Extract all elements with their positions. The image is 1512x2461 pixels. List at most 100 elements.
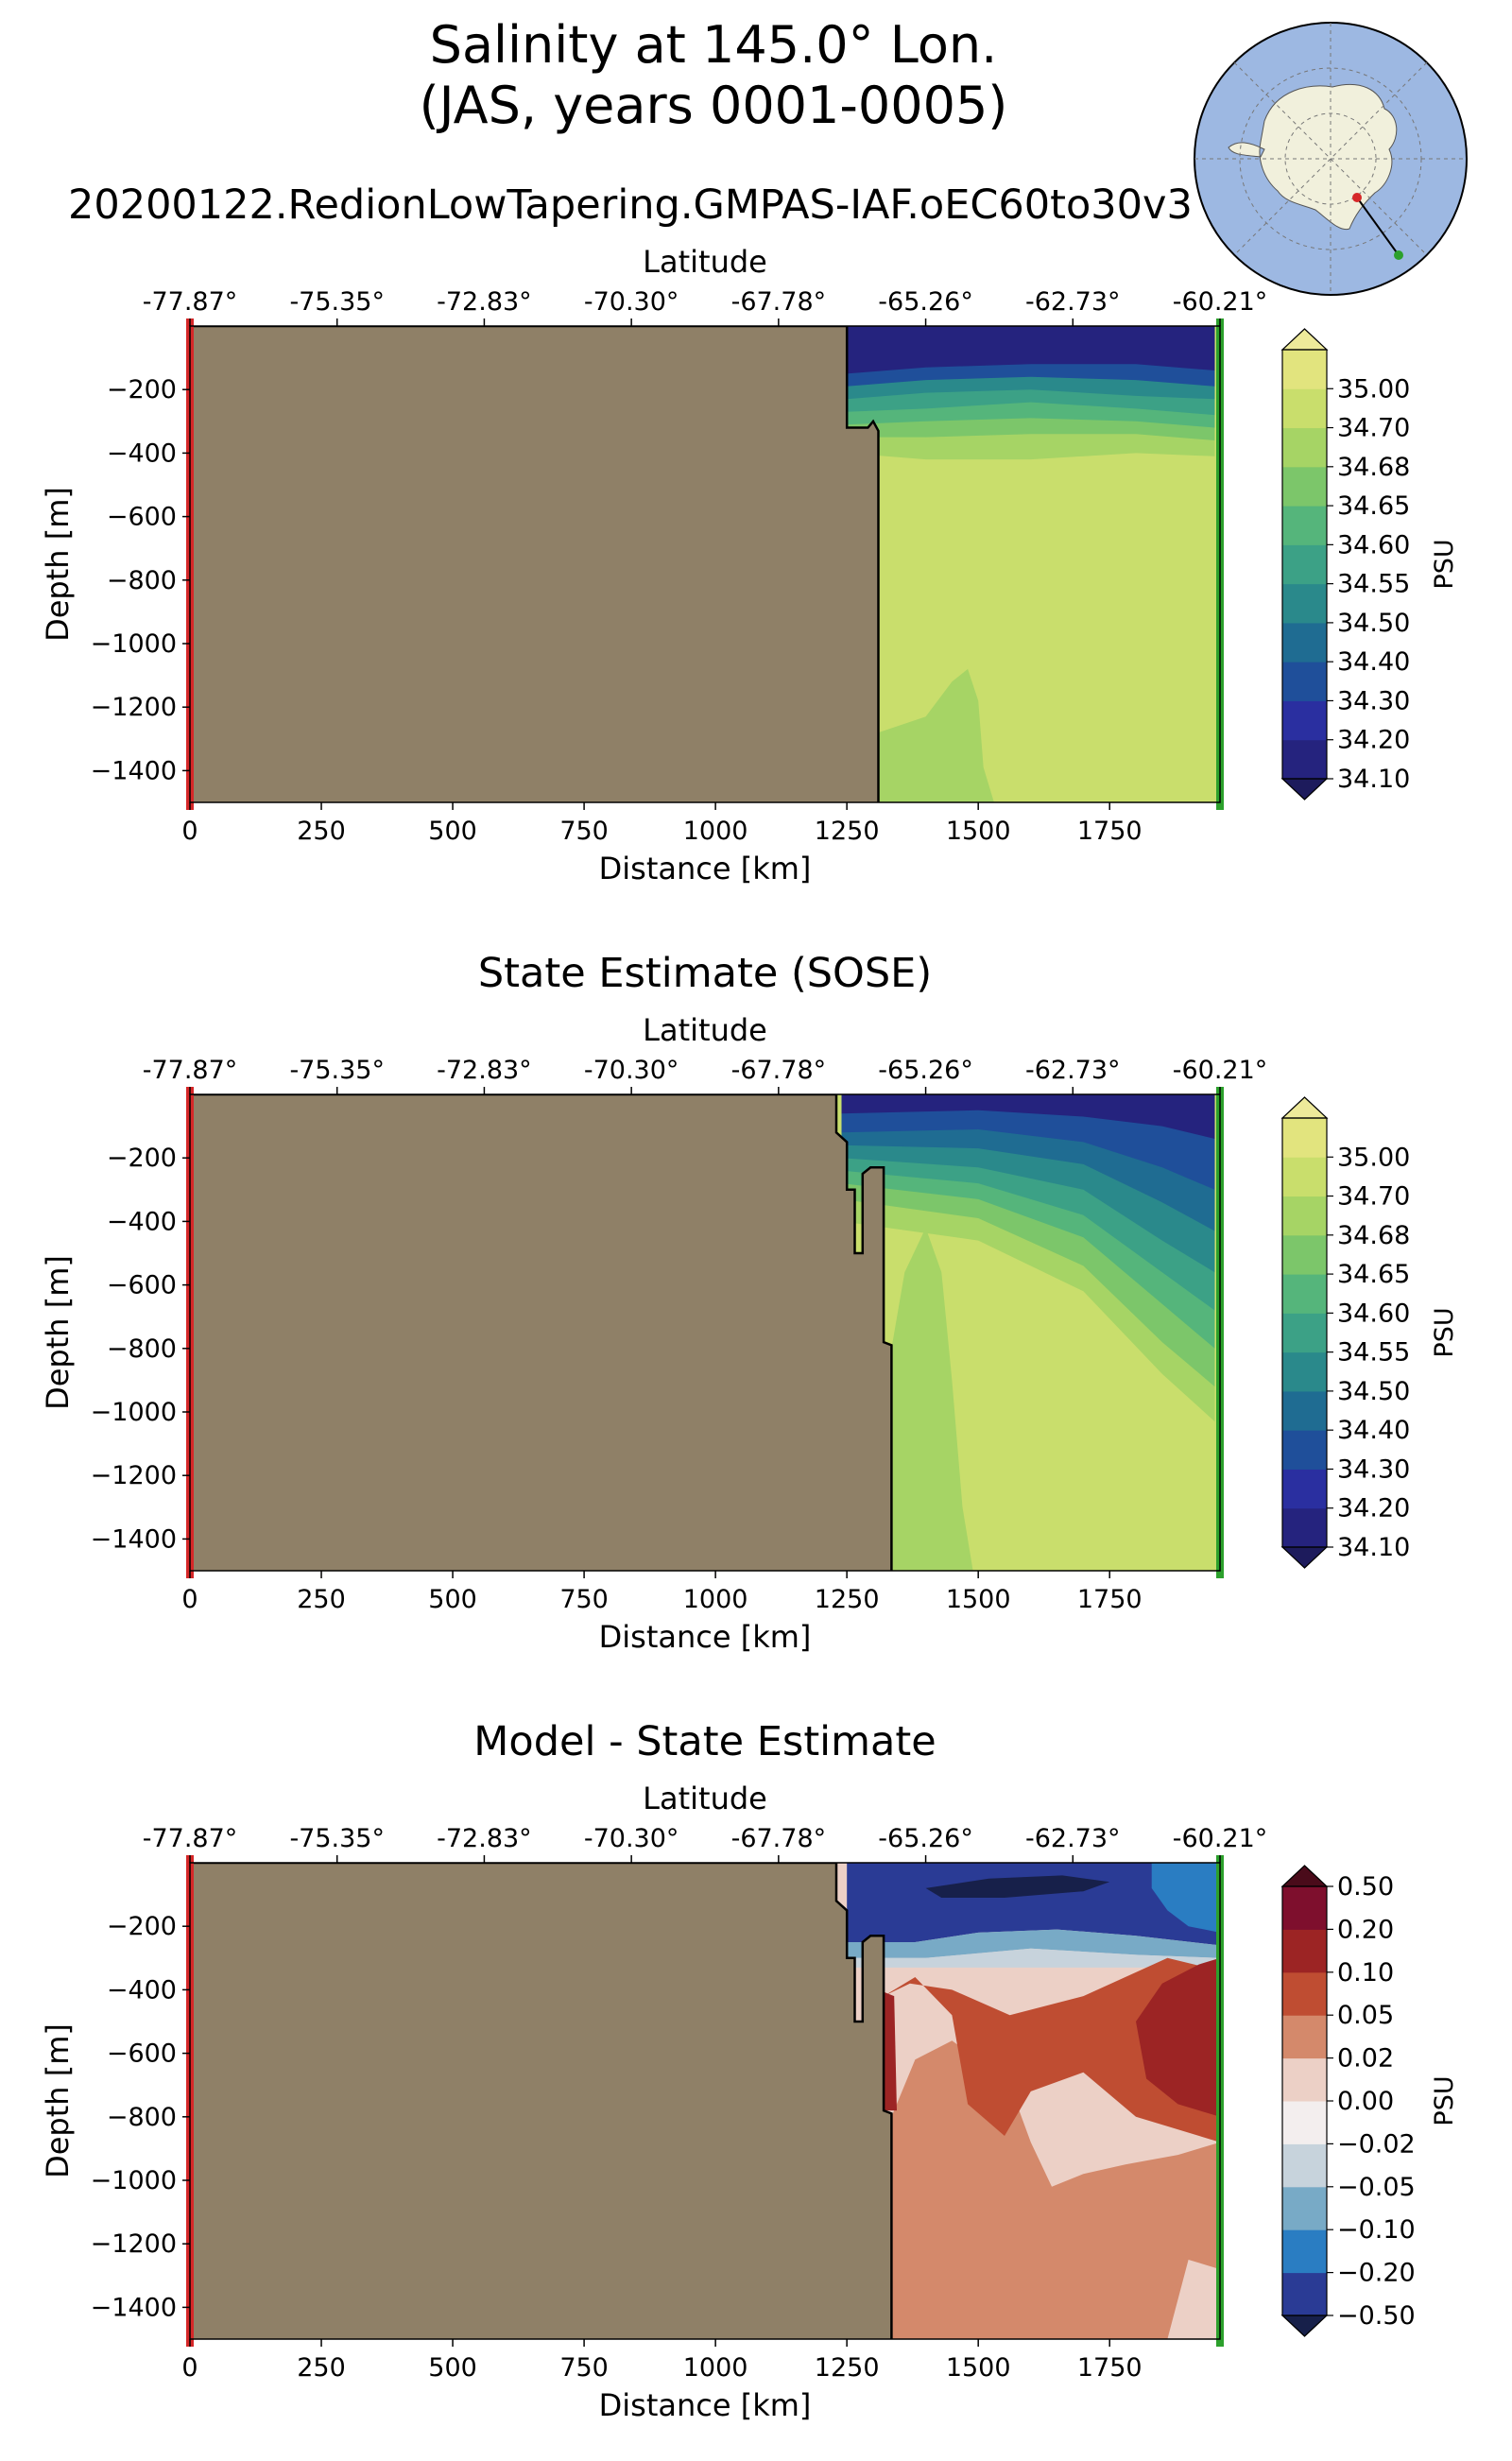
antarctica-landmass — [1228, 83, 1398, 231]
lat-tick-label: -77.87° — [143, 287, 238, 317]
lat-tick-label: -70.30° — [584, 287, 679, 317]
x-tick-label: 1500 — [946, 817, 1011, 846]
x-tick-label: 1000 — [683, 1585, 748, 1614]
y-tick-label: −600 — [107, 2039, 177, 2069]
lat-tick-label: -70.30° — [584, 1824, 679, 1853]
y-axis-label: Depth [m] — [40, 2023, 76, 2178]
y-tick-label: −1400 — [91, 1524, 177, 1554]
bathymetry-line — [190, 1094, 893, 1571]
contour-fill — [1136, 1957, 1220, 2117]
colorbar-swatch — [1282, 1118, 1327, 1158]
colorbar-tick-label: 34.50 — [1337, 1377, 1410, 1406]
lat-tick-label: -67.78° — [731, 1056, 827, 1085]
colorbar-tick-label: 34.55 — [1337, 570, 1410, 599]
top-axis-label: Latitude — [643, 1012, 767, 1048]
colorbar-tick-label: 34.60 — [1337, 1299, 1410, 1328]
colorbar-tick-label: 34.60 — [1337, 530, 1410, 559]
colorbar-swatch — [1282, 506, 1327, 545]
colorbar-swatch — [1282, 2272, 1327, 2316]
colorbar: 34.10 34.20 34.30 34.40 34.50 34.55 34.60 34.65… — [1280, 328, 1459, 800]
colorbar-swatch — [1282, 350, 1327, 389]
colorbar-swatch — [1282, 1430, 1327, 1470]
contour-core — [925, 1875, 1110, 1898]
lat-tick-label: -75.35° — [289, 1824, 385, 1853]
salinity-field — [190, 326, 1220, 802]
colorbar-under-arrow — [1280, 2315, 1329, 2337]
lat-tick-label: -77.87° — [143, 1056, 238, 1085]
salinity-field — [190, 1094, 1220, 1571]
contour-band — [847, 326, 1215, 374]
colorbar-frame — [1281, 1117, 1328, 1548]
colorbar-tick-label: 0.05 — [1337, 2001, 1394, 2030]
contour-plume — [878, 668, 994, 802]
colorbar-swatch — [1282, 2057, 1327, 2102]
lat-tick-label: -75.35° — [289, 1056, 385, 1085]
section-end-marker — [1394, 250, 1403, 260]
x-tick-label: 500 — [428, 817, 477, 846]
plot-frame — [189, 325, 1221, 803]
colorbar-swatch — [1282, 427, 1327, 468]
x-tick-label: 1000 — [683, 817, 748, 846]
x-tick-label: 1250 — [815, 1585, 880, 1614]
top-axis-label: Latitude — [643, 244, 767, 280]
x-tick-label: 1250 — [815, 2353, 880, 2383]
colorbar-swatch — [1282, 583, 1327, 624]
contour-fill — [1151, 1863, 1220, 1933]
colorbar-frame — [1281, 349, 1328, 780]
x-tick-label: 750 — [559, 1585, 609, 1614]
colorbar-swatch — [1282, 662, 1327, 701]
colorbar-under-arrow — [1280, 1546, 1329, 1569]
colorbar-swatch — [1282, 2143, 1327, 2188]
figure-title: Salinity at 145.0° Lon. — [430, 15, 998, 75]
y-tick-label: −1000 — [91, 1398, 177, 1427]
x-tick-label: 0 — [181, 817, 198, 846]
lat-tick-label: -62.73° — [1025, 1056, 1121, 1085]
x-tick-label: 500 — [428, 2353, 477, 2383]
lat-tick-label: -60.21° — [1173, 1824, 1268, 1853]
lat-tick-label: -65.26° — [878, 287, 973, 317]
x-tick-label: 1250 — [815, 817, 880, 846]
colorbar-swatch — [1282, 1196, 1327, 1236]
plot-frame — [189, 1093, 1221, 1572]
colorbar-tick-label: 34.68 — [1337, 1221, 1410, 1250]
colorbar-swatch — [1282, 700, 1327, 741]
panel-sose: State Estimate (SOSE) 0 250 500 750 1000 1250 1… — [40, 950, 1459, 1655]
colorbar-swatch — [1282, 2186, 1327, 2230]
plot-frame — [189, 1862, 1221, 2340]
lat-tick-label: -75.35° — [289, 287, 385, 317]
y-tick-label: −800 — [107, 1334, 177, 1364]
x-tick-label: 250 — [297, 817, 346, 846]
top-axis-label: Latitude — [643, 1781, 767, 1816]
contour-fill — [847, 1863, 1220, 1946]
y-axis-label: Depth [m] — [40, 1255, 76, 1410]
x-axis-label: Distance [km] — [599, 2387, 812, 2423]
lat-tick-label: -65.26° — [878, 1056, 973, 1085]
colorbar-label: PSU — [1430, 539, 1459, 589]
y-tick-label: −1400 — [91, 2293, 177, 2322]
colorbar-tick-label: 0.10 — [1337, 1958, 1394, 1988]
section-start-marker — [1352, 193, 1362, 202]
colorbar-swatch — [1282, 1469, 1327, 1509]
colorbar-swatch — [1282, 544, 1327, 585]
y-tick-label: −1000 — [91, 2166, 177, 2195]
colorbar-tick-label: 34.30 — [1337, 1454, 1410, 1484]
panel-title: Model - State Estimate — [473, 1718, 936, 1765]
colorbar-swatch — [1282, 1507, 1327, 1548]
colorbar-over-arrow — [1280, 328, 1329, 351]
y-tick-label: −1200 — [91, 2229, 177, 2259]
x-axis-label: Distance [km] — [599, 1619, 812, 1655]
colorbar-swatch — [1282, 2015, 1327, 2059]
x-tick-label: 0 — [181, 2353, 198, 2383]
colorbar-over-arrow — [1280, 1096, 1329, 1119]
lat-tick-label: -60.21° — [1173, 287, 1268, 317]
longitude-gridline — [1233, 61, 1428, 256]
x-tick-label: 500 — [428, 1585, 477, 1614]
lat-tick-label: -65.26° — [878, 1824, 973, 1853]
colorbar-tick-label: −0.10 — [1337, 2215, 1416, 2245]
colorbar-swatch — [1282, 1234, 1327, 1275]
contour-slope-water — [891, 1228, 973, 1571]
contour-fill — [884, 1957, 1220, 2143]
y-tick-label: −600 — [107, 503, 177, 532]
